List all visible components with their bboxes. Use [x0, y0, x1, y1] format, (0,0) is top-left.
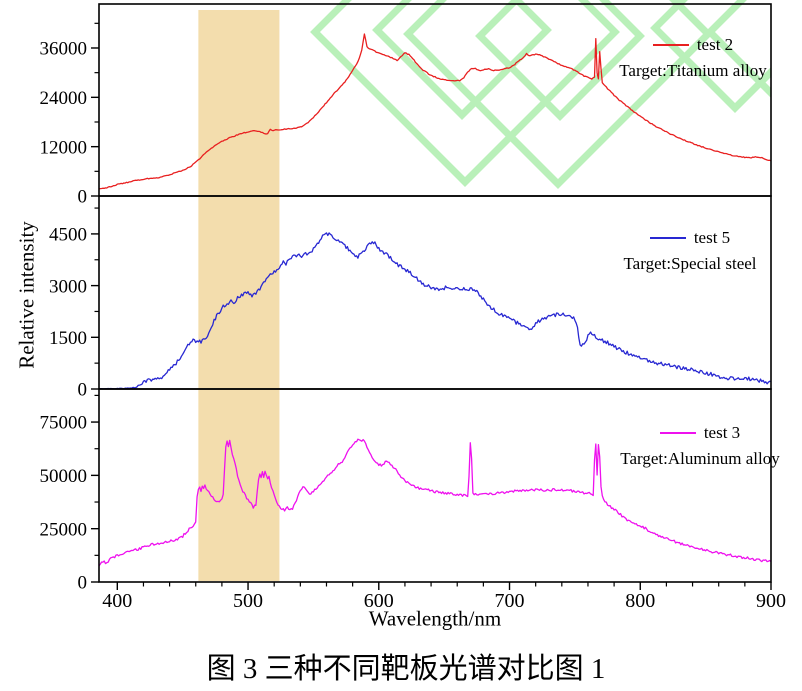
y-tick-label: 24000 [40, 88, 88, 109]
y-tick-label: 12000 [40, 137, 88, 158]
y-tick-label: 0 [78, 187, 88, 208]
legend-panel-1: test 2 Target:Titanium alloy [578, 32, 802, 84]
legend-series-label: test 5 [693, 228, 731, 247]
y-tick-label: 50000 [40, 466, 88, 487]
legend-target-label: Target:Special steel [623, 254, 757, 273]
legend-line-sample-blue [649, 237, 686, 239]
y-tick-label: 4500 [49, 225, 87, 246]
watermark-diamond [475, 0, 645, 121]
x-axis-label: Wavelength/nm [368, 606, 502, 631]
legend-row: test 5 [649, 225, 731, 251]
y-tick-label: 36000 [40, 39, 88, 60]
y-tick-label: 75000 [40, 413, 88, 434]
x-tick-label: 600 [364, 590, 394, 612]
spectrum-curve-test-2 [98, 33, 772, 190]
x-tick-label: 500 [233, 590, 263, 612]
legend-row: test 2 [652, 32, 734, 58]
panel-frame [98, 388, 772, 583]
legend-series-label: test 3 [703, 423, 741, 442]
legend-panel-3: test 3 Target:Aluminum alloy [585, 420, 802, 472]
highlight-band [198, 10, 280, 581]
x-tick-label: 800 [625, 590, 655, 612]
legend-target-label: Target:Aluminum alloy [620, 449, 780, 468]
y-tick-label: 25000 [40, 519, 88, 540]
x-tick-label: 900 [756, 590, 786, 612]
watermark-diamond [310, 0, 620, 187]
y-tick-label: 3000 [49, 276, 87, 297]
spectrum-curve-test-5 [99, 232, 772, 390]
watermark-diamond [403, 0, 713, 189]
x-tick-label: 400 [102, 590, 132, 612]
spectrum-curve-test-3 [98, 438, 772, 567]
y-tick-label: 0 [78, 380, 88, 401]
y-tick-label: 1500 [49, 328, 87, 349]
watermark-diamond [372, 0, 552, 120]
watermark-diamonds [310, 0, 771, 189]
legend-line-sample-red [652, 44, 689, 46]
x-tick-label: 700 [495, 590, 525, 612]
legend-target-label: Target:Titanium alloy [619, 61, 767, 80]
figure-caption: 图 3 三种不同靶板光谱对比图 1 [206, 653, 606, 685]
legend-line-sample-magenta [659, 432, 696, 434]
legend-row: test 3 [659, 420, 741, 446]
watermark-diamond [650, 0, 771, 113]
legend-series-label: test 2 [696, 35, 734, 54]
y-axis-label: Relative intensity [14, 221, 39, 369]
legend-panel-2: test 5 Target:Special steel [575, 225, 802, 277]
y-tick-label: 0 [78, 573, 88, 594]
